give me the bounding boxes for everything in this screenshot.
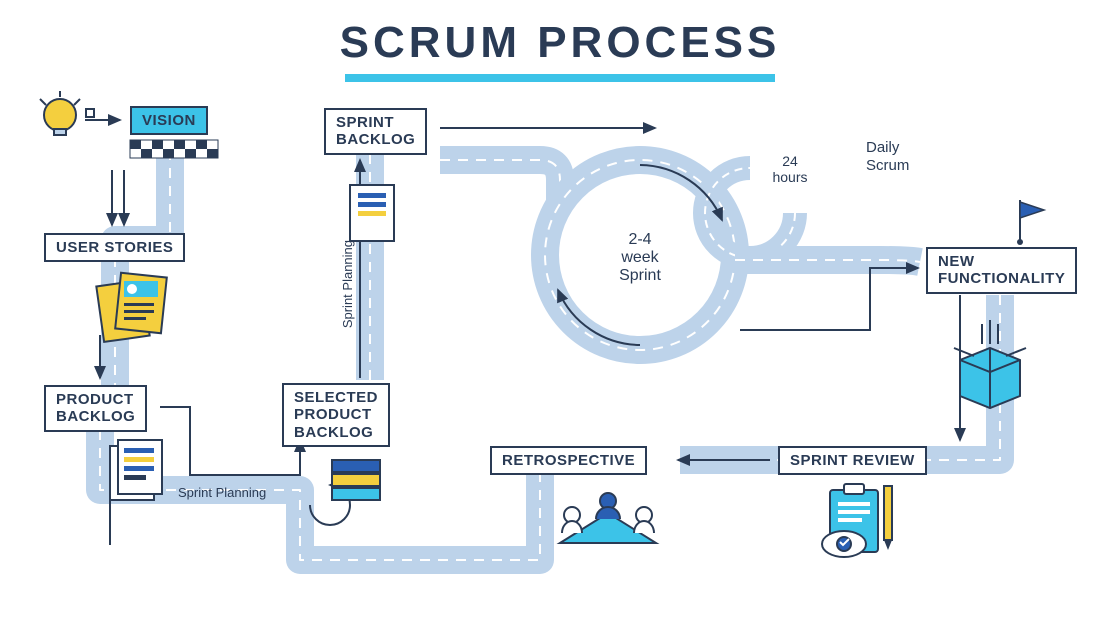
checkered-flag-icon: [130, 140, 218, 158]
sprint-weeks-l1: 2-4: [628, 231, 651, 248]
review-clipboard-icon: [822, 484, 892, 557]
sprint-backlog-doc-icon: [350, 185, 394, 241]
lightbulb-icon: [40, 91, 94, 135]
flag-icon: [1017, 200, 1044, 245]
vision-node: VISION: [130, 106, 208, 135]
daily-name-l1: Daily: [866, 139, 900, 156]
daily-hours-l2: hours: [772, 169, 807, 185]
open-box-icon: [954, 320, 1026, 408]
sprint-weeks-l3: Sprint: [619, 267, 661, 284]
sprint-planning-label-v: Sprint Planning: [340, 240, 355, 328]
daily-hours-l1: 24: [782, 153, 798, 169]
product-backlog-node: PRODUCTBACKLOG: [44, 385, 147, 432]
selected-backlog-node: SELECTEDPRODUCTBACKLOG: [282, 383, 390, 447]
sprint-backlog-node: SPRINTBACKLOG: [324, 108, 427, 155]
diagram-canvas: 2-4 week Sprint 24 hours Daily Scrum: [0, 0, 1120, 630]
retrospective-node: RETROSPECTIVE: [490, 446, 647, 475]
selected-stack-icon: [332, 460, 380, 500]
sprint-review-node: SPRINT REVIEW: [778, 446, 927, 475]
meeting-icon: [560, 493, 656, 543]
backlog-pages-icon: [110, 440, 162, 500]
user-stories-node: USER STORIES: [44, 233, 185, 262]
sprint-weeks-l2: week: [620, 249, 659, 266]
new-functionality-node: NEWFUNCTIONALITY: [926, 247, 1077, 294]
daily-name-l2: Scrum: [866, 157, 909, 174]
sprint-planning-label-h: Sprint Planning: [178, 485, 266, 500]
